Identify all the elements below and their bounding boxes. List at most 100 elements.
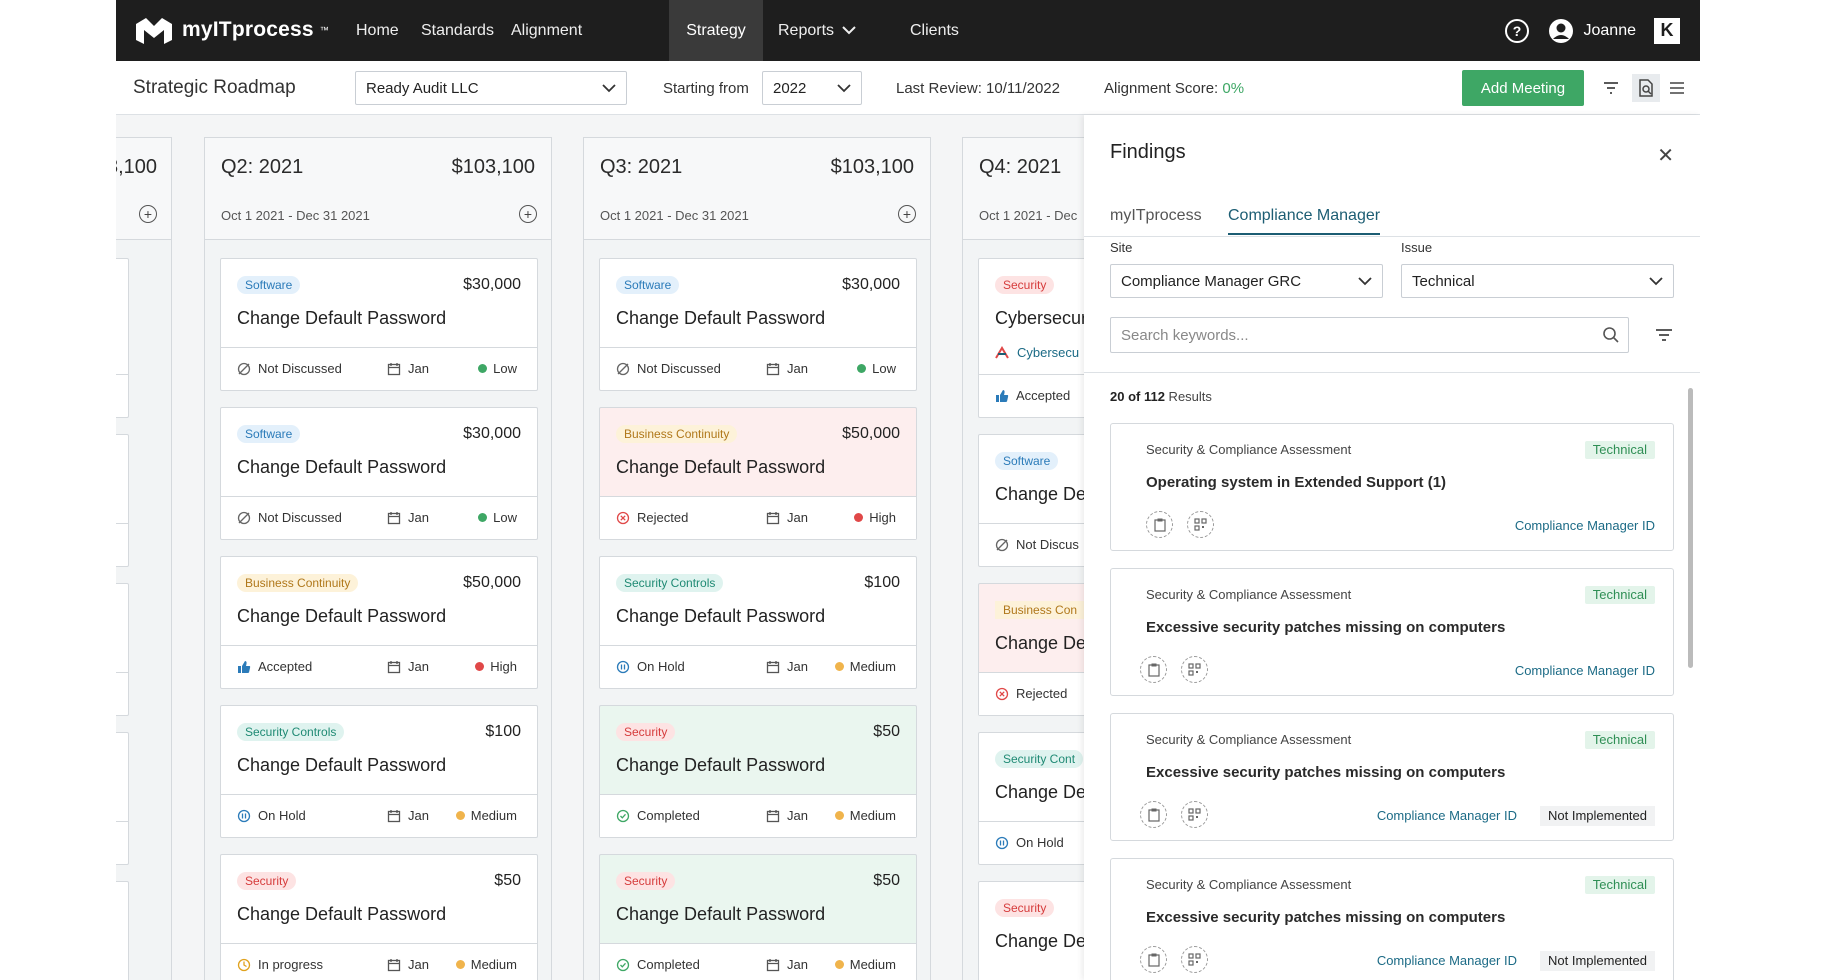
roadmap-card[interactable]: Software $30,000 Change Default Password… bbox=[599, 258, 917, 391]
nav-alignment[interactable]: Alignment bbox=[511, 22, 583, 39]
calendar-icon bbox=[766, 362, 780, 375]
brand-logo[interactable]: myITprocess ™ bbox=[132, 14, 329, 46]
category-tag: Software bbox=[237, 425, 301, 443]
roadmap-card[interactable]: Security $50 Change Default Password Com… bbox=[599, 854, 917, 980]
client-select-value: Ready Audit LLC bbox=[366, 79, 479, 97]
card-partial[interactable] bbox=[116, 732, 129, 865]
tab-compliance-manager[interactable]: Compliance Manager bbox=[1228, 207, 1381, 235]
year-select[interactable]: 2022 bbox=[762, 71, 862, 105]
clipboard-icon[interactable] bbox=[1146, 511, 1173, 538]
card-partial[interactable] bbox=[116, 881, 129, 980]
alignment-score-label: Alignment Score: bbox=[1104, 80, 1223, 97]
filter-icon[interactable] bbox=[1655, 328, 1673, 342]
card-status: Not Discus bbox=[1016, 537, 1079, 552]
qr-code-icon[interactable] bbox=[1181, 656, 1208, 683]
finding-card[interactable]: Security & Compliance Assessment Technic… bbox=[1110, 713, 1674, 841]
scrollbar[interactable] bbox=[1688, 388, 1693, 668]
card-amount: $50,000 bbox=[463, 574, 521, 591]
calendar-icon bbox=[766, 511, 780, 524]
roadmap-card[interactable]: Software $30,000 Change Default Password… bbox=[220, 407, 538, 540]
card-month: Jan bbox=[787, 510, 808, 525]
card-partial[interactable] bbox=[116, 434, 129, 567]
site-select[interactable]: Compliance Manager GRC bbox=[1110, 264, 1383, 298]
menu-icon[interactable] bbox=[1666, 77, 1688, 99]
card-status: Completed bbox=[637, 808, 700, 823]
qr-code-icon[interactable] bbox=[1187, 511, 1214, 538]
quarter-column-q3: Q3: 2021 $103,100 Oct 1 2021 - Dec 31 20… bbox=[583, 137, 931, 980]
roadmap-card[interactable]: Business Continuity $50,000 Change Defau… bbox=[599, 407, 917, 540]
card-title: Change Def bbox=[995, 633, 1092, 653]
add-meeting-button[interactable]: Add Meeting bbox=[1462, 70, 1584, 106]
card-status: Not Discussed bbox=[637, 361, 721, 376]
nav-clients[interactable]: Clients bbox=[910, 22, 959, 39]
findings-toggle-icon[interactable] bbox=[1632, 74, 1660, 102]
client-select[interactable]: Ready Audit LLC bbox=[355, 71, 627, 105]
card-title: Change Def bbox=[995, 931, 1092, 951]
roadmap-card[interactable]: Business Continuity $50,000 Change Defau… bbox=[220, 556, 538, 689]
card-status: On Hold bbox=[258, 808, 306, 823]
card-title: Change Default Password bbox=[616, 755, 826, 775]
finding-card[interactable]: Security & Compliance Assessment Technic… bbox=[1110, 858, 1674, 980]
calendar-icon bbox=[766, 958, 780, 971]
card-partial[interactable] bbox=[116, 258, 129, 418]
user-menu[interactable]: Joanne bbox=[1548, 18, 1636, 44]
card-amount: $50 bbox=[873, 872, 900, 889]
nav-home[interactable]: Home bbox=[356, 22, 399, 39]
add-item-icon[interactable]: + bbox=[139, 205, 157, 223]
card-status: Accepted bbox=[258, 659, 313, 674]
close-icon[interactable]: ✕ bbox=[1657, 145, 1674, 167]
card-status: On Hold bbox=[1016, 835, 1064, 850]
add-item-icon[interactable]: + bbox=[519, 205, 537, 223]
card-status: On Hold bbox=[637, 659, 685, 674]
roadmap-card[interactable]: Security Controls $100 Change Default Pa… bbox=[599, 556, 917, 689]
qr-code-icon[interactable] bbox=[1181, 801, 1208, 828]
tab-myitprocess[interactable]: myITprocess bbox=[1110, 207, 1202, 224]
card-title: Change Default Password bbox=[237, 755, 447, 775]
site-select-value: Compliance Manager GRC bbox=[1121, 272, 1302, 290]
page-title: Strategic Roadmap bbox=[133, 77, 296, 98]
card-priority: Low bbox=[872, 361, 896, 376]
card-status: Not Discussed bbox=[258, 510, 342, 525]
compliance-manager-id-link[interactable]: Compliance Manager ID bbox=[1376, 808, 1517, 823]
clipboard-icon[interactable] bbox=[1140, 656, 1167, 683]
compliance-manager-id-link[interactable]: Compliance Manager ID bbox=[1514, 518, 1655, 533]
app-window: myITprocess ™ Home Standards Alignment St… bbox=[116, 0, 1700, 980]
search-icon[interactable] bbox=[1602, 326, 1620, 344]
roadmap-card[interactable]: Security $50 Change Default Password Com… bbox=[599, 705, 917, 838]
issue-select[interactable]: Technical bbox=[1401, 264, 1674, 298]
roadmap-card[interactable]: Software $30,000 Change Default Password… bbox=[220, 258, 538, 391]
card-priority: Low bbox=[493, 361, 517, 376]
finding-card[interactable]: Security & Compliance Assessment Technic… bbox=[1110, 423, 1674, 551]
category-tag: Business Con bbox=[995, 601, 1086, 619]
priority-dot bbox=[455, 960, 465, 969]
card-status: In progress bbox=[258, 957, 324, 972]
finding-badge: Technical bbox=[1584, 876, 1655, 894]
k-app-icon[interactable]: K bbox=[1654, 17, 1680, 44]
priority-dot bbox=[854, 513, 864, 522]
compliance-manager-id-link[interactable]: Compliance Manager ID bbox=[1514, 663, 1655, 678]
clipboard-icon[interactable] bbox=[1140, 946, 1167, 973]
card-subtitle-link[interactable]: Cybersecu bbox=[1017, 345, 1080, 360]
card-partial[interactable] bbox=[116, 583, 129, 716]
card-title: Change Default Password bbox=[616, 457, 826, 477]
search-input[interactable]: Search keywords... bbox=[1110, 317, 1629, 353]
compliance-manager-id-link[interactable]: Compliance Manager ID bbox=[1376, 953, 1517, 968]
nav-standards[interactable]: Standards bbox=[421, 22, 494, 39]
column-date-range: Oct 1 2021 - Dec 31 2021 bbox=[221, 208, 370, 223]
finding-card[interactable]: Security & Compliance Assessment Technic… bbox=[1110, 568, 1674, 696]
card-amount: $50 bbox=[494, 872, 521, 889]
category-tag: Security bbox=[616, 723, 676, 741]
nav-reports[interactable]: Reports bbox=[778, 0, 856, 61]
category-tag: Security bbox=[237, 872, 297, 890]
help-icon[interactable]: ? bbox=[1504, 18, 1530, 44]
roadmap-card[interactable]: Security $50 Change Default Password In … bbox=[220, 854, 538, 980]
add-item-icon[interactable]: + bbox=[898, 205, 916, 223]
clipboard-icon[interactable] bbox=[1140, 801, 1167, 828]
calendar-icon bbox=[387, 362, 401, 375]
qr-code-icon[interactable] bbox=[1181, 946, 1208, 973]
quarter-column-q2: Q2: 2021 $103,100 Oct 1 2021 - Dec 31 20… bbox=[204, 137, 552, 980]
nav-strategy[interactable]: Strategy bbox=[669, 0, 763, 61]
roadmap-card[interactable]: Security Controls $100 Change Default Pa… bbox=[220, 705, 538, 838]
filter-icon[interactable] bbox=[1600, 77, 1622, 99]
site-label: Site bbox=[1110, 240, 1133, 255]
